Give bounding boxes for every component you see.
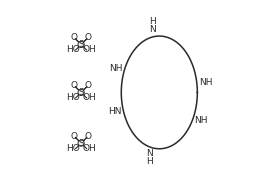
Text: S: S <box>79 40 84 49</box>
Text: N
H: N H <box>146 149 153 166</box>
Circle shape <box>78 140 84 146</box>
Text: HN: HN <box>108 107 121 116</box>
Text: O: O <box>85 81 92 90</box>
Text: O: O <box>85 33 92 42</box>
Text: O: O <box>70 33 77 42</box>
Text: NH: NH <box>194 116 208 125</box>
Circle shape <box>78 41 84 48</box>
Text: O: O <box>70 132 77 141</box>
Text: HO: HO <box>66 46 80 55</box>
Text: S: S <box>79 88 84 97</box>
Circle shape <box>78 89 84 96</box>
Text: H
N: H N <box>149 17 156 34</box>
Text: NH: NH <box>109 64 123 73</box>
Text: OH: OH <box>82 46 96 55</box>
Text: OH: OH <box>82 144 96 153</box>
Text: HO: HO <box>66 144 80 153</box>
Text: OH: OH <box>82 93 96 102</box>
Text: O: O <box>85 132 92 141</box>
Text: O: O <box>70 81 77 90</box>
Text: NH: NH <box>199 78 212 87</box>
Text: S: S <box>79 139 84 148</box>
Text: HO: HO <box>66 93 80 102</box>
